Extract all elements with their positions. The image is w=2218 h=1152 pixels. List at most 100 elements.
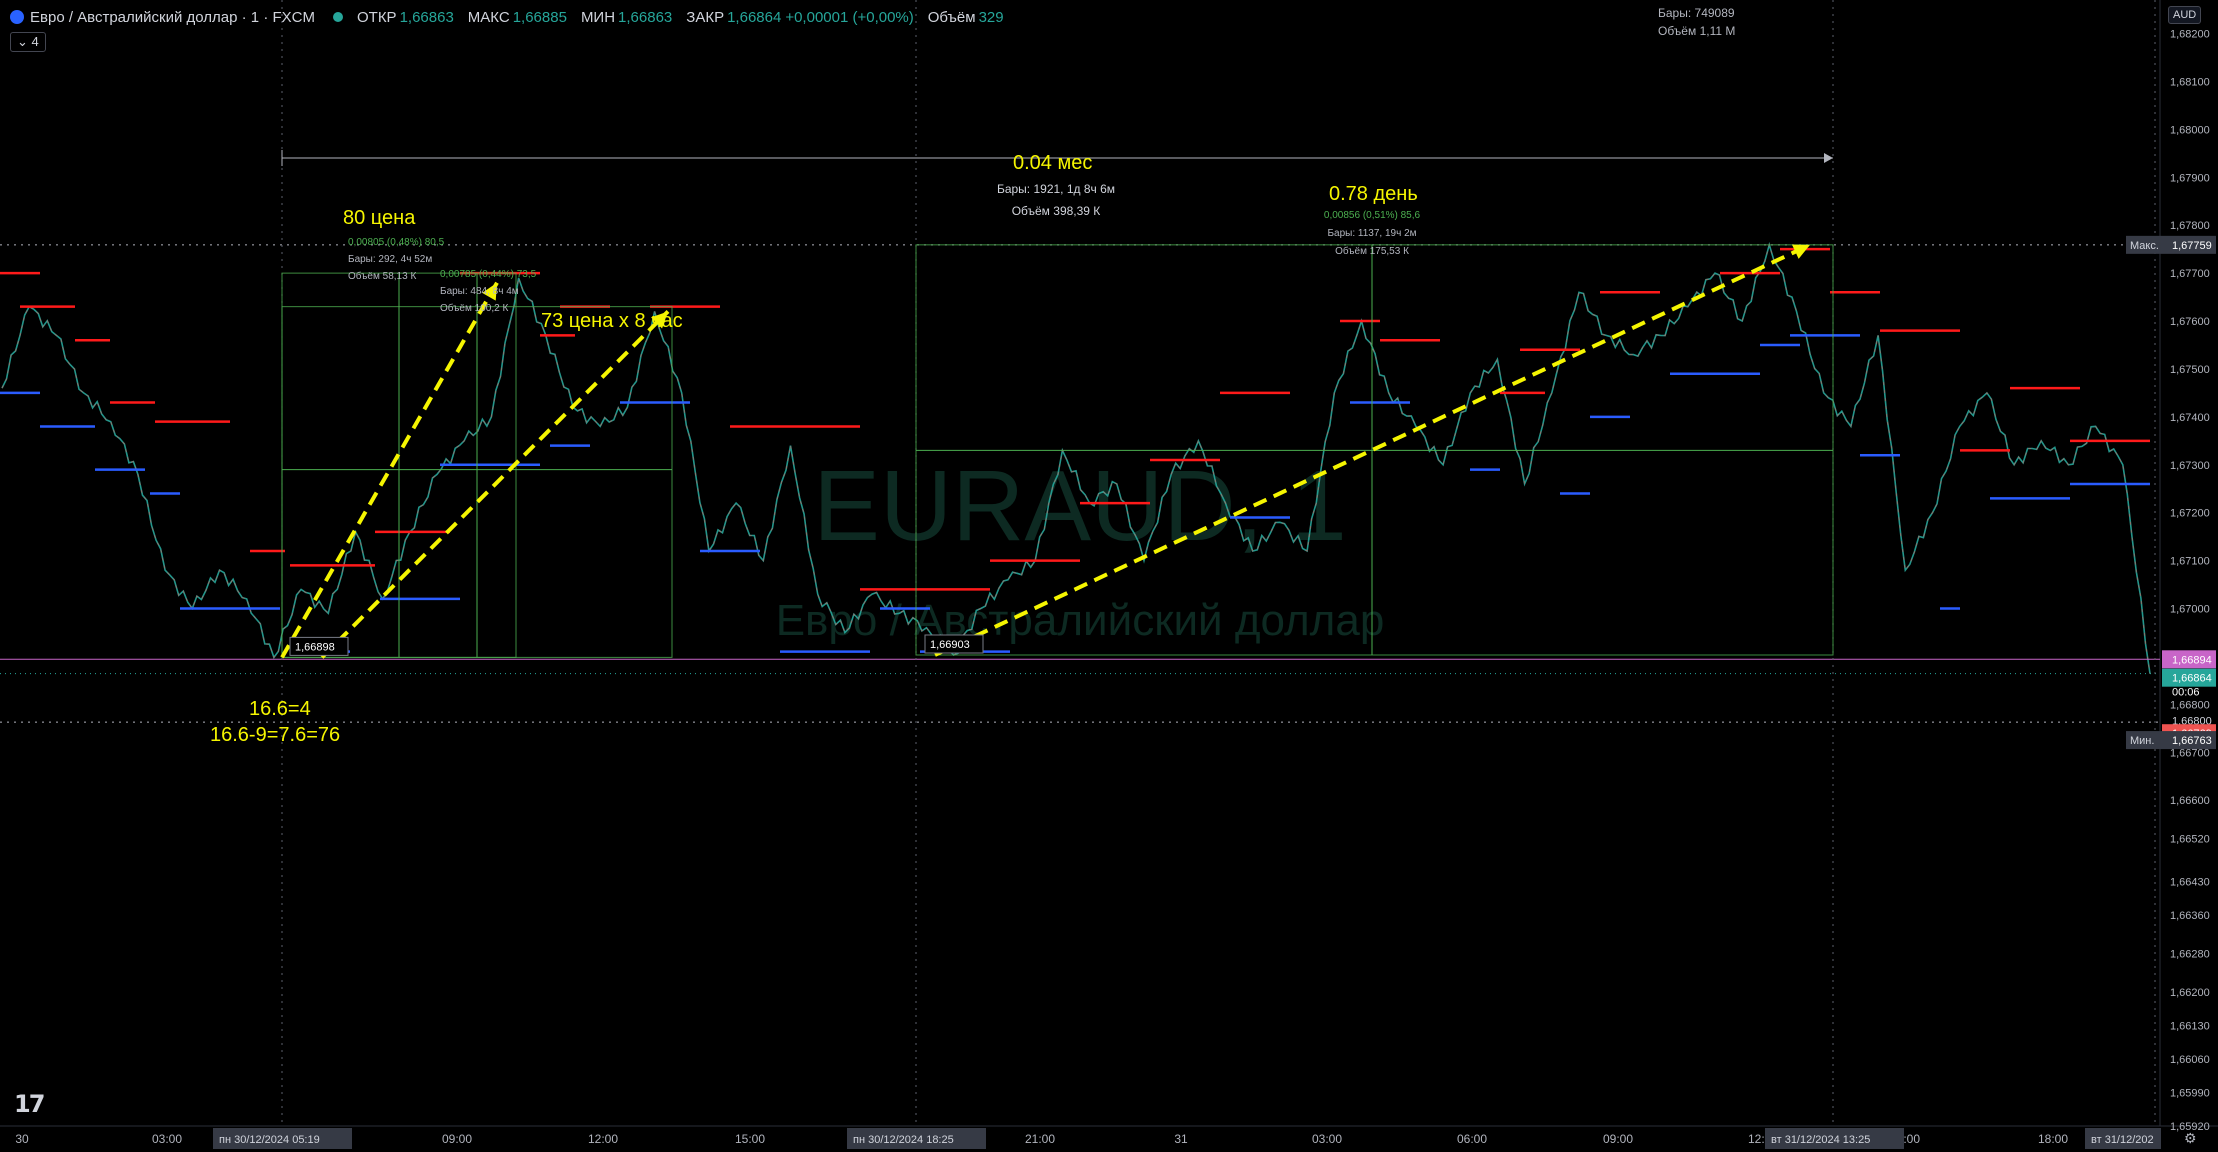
- volume-total: Объём 1,11 М: [1658, 24, 1736, 38]
- annotation-73-price: 73 цена х 8 час: [541, 310, 683, 332]
- price-label-max-tag-box: [2126, 235, 2162, 254]
- watermark-symbol: EURAUD, 1: [813, 450, 1346, 562]
- trend-arrow-1: [280, 281, 499, 659]
- point-label: 1,66898: [295, 641, 335, 653]
- y-tick-label: 1,66700: [2170, 747, 2210, 759]
- price-label-min-box: [2162, 731, 2216, 750]
- trend-arrow-3-head-icon: [1792, 244, 1810, 259]
- trend-arrow-2: [320, 310, 670, 659]
- y-tick-label: 1,67000: [2170, 604, 2210, 616]
- point-label-box: [289, 636, 349, 656]
- price-label-last: 1,66864: [2172, 673, 2212, 685]
- market-status-icon: [332, 12, 343, 22]
- measure-info-4: 0,00856 (0,51%) 85,6: [1324, 210, 1421, 221]
- price-series-line: [1, 241, 2151, 674]
- tradingview-logo-icon: 17: [14, 1090, 45, 1118]
- x-tick-label: 06:00: [1457, 1132, 1487, 1146]
- annotation-day: 0.78 день: [1329, 183, 1418, 205]
- y-tick-label: 1,66280: [2170, 949, 2210, 961]
- y-tick-label: 1,67200: [2170, 508, 2210, 520]
- point-label: 1,66903: [930, 639, 970, 651]
- trend-arrow-1-head-icon: [482, 282, 497, 301]
- chart-header: Евро / Австралийский доллар · 1 · FXCM О…: [10, 6, 1004, 28]
- measure-info-2: Бары: 484, 8ч 4м: [440, 286, 519, 297]
- measure-info-2: 0,00785 (0,44%) 73,5: [440, 269, 537, 280]
- measure-info-2: Объём 100,2 К: [440, 302, 508, 314]
- symbol-title[interactable]: Евро / Австралийский доллар · 1 · FXCM: [30, 8, 315, 26]
- bars-total: Бары: 749089: [1658, 6, 1735, 20]
- y-tick-label: 1,66130: [2170, 1020, 2210, 1032]
- x-highlight-box: [1765, 1128, 1904, 1149]
- ohlc-label: ЗАКР: [686, 8, 725, 26]
- measure-info-1: Объём 58,13 К: [348, 270, 416, 282]
- price-label-max: 1,67759: [2172, 240, 2212, 252]
- symbol-logo-icon: [10, 10, 24, 24]
- point-label-box: [924, 634, 984, 654]
- x-tick-label: 15:00: [735, 1132, 765, 1146]
- price-label-alert-box: [2162, 650, 2216, 669]
- x-tick-label: 03:00: [1312, 1132, 1342, 1146]
- y-tick-label: 1,67800: [2170, 220, 2210, 232]
- x-tick-label: 09:00: [442, 1132, 472, 1146]
- y-tick-label: 1,66520: [2170, 834, 2210, 846]
- y-tick-label: 1,66430: [2170, 877, 2210, 889]
- price-label-min-tag-box: [2126, 731, 2162, 750]
- annotation-formula-2: 16.6-9=7.6=76: [210, 724, 340, 746]
- x-highlight-label: пн 30/12/2024 05:19: [219, 1134, 320, 1146]
- ohlc-label: ОТКР: [356, 8, 397, 26]
- y-tick-label: 1,66200: [2170, 987, 2210, 999]
- measure-info-1: Бары: 292, 4ч 52м: [348, 254, 432, 265]
- y-tick-label: 1,67700: [2170, 268, 2210, 280]
- price-label-min-tag: Мин.: [2130, 735, 2154, 747]
- price-label-min: 1,66763: [2172, 735, 2212, 747]
- measure-info-1: 0,00805 (0,48%) 80,5: [348, 237, 445, 248]
- ohlc-value: 329: [978, 8, 1004, 26]
- x-highlight-box: [213, 1128, 352, 1149]
- price-label-last-box: [2162, 668, 2216, 687]
- ohlc-value: 1,66864: [727, 8, 782, 26]
- trend-arrow-2-head-icon: [651, 311, 668, 329]
- y-tick-label: 1,68200: [2170, 29, 2210, 41]
- price-label-alert: 1,66894: [2172, 654, 2212, 666]
- y-tick-label: 1,65920: [2170, 1121, 2210, 1133]
- ohlc-label: МАКС: [467, 8, 510, 26]
- ohlc-value: 1,66885: [512, 8, 567, 26]
- indicators-toggle-button[interactable]: ⌄ 4: [10, 32, 46, 52]
- bars-info: Бары: 749089 Объём 1,11 М: [1658, 4, 1735, 40]
- y-tick-label: 1,66800: [2170, 699, 2210, 711]
- x-tick-label: 21:00: [1025, 1132, 1055, 1146]
- measure-info-4: Объём 175,53 К: [1335, 245, 1409, 257]
- y-tick-label: 1,67600: [2170, 316, 2210, 328]
- measure-info-4: Бары: 1137, 19ч 2м: [1327, 228, 1416, 239]
- price-label-countdown: 00:06: [2172, 687, 2200, 699]
- x-tick-label: 18:00: [2038, 1132, 2068, 1146]
- y-tick-label: 1,66600: [2170, 795, 2210, 807]
- watermark-name: Евро / Австралийский доллар: [776, 596, 1385, 645]
- y-tick-label: 1,66360: [2170, 910, 2210, 922]
- y-tick-label: 1,67500: [2170, 364, 2210, 376]
- ohlc-value: +0,00001 (+0,00%): [785, 8, 914, 26]
- price-label-max-tag: Макс.: [2130, 240, 2159, 252]
- x-highlight-label: вт 31/12/2024 13:25: [1771, 1134, 1870, 1146]
- ohlc-label: МИН: [580, 8, 616, 26]
- y-tick-label: 1,65990: [2170, 1087, 2210, 1099]
- x-highlight-label: вт 31/12/202: [2091, 1134, 2154, 1146]
- y-tick-label: 1,68000: [2170, 124, 2210, 136]
- y-tick-label: 1,66060: [2170, 1054, 2210, 1066]
- annotation-month: 0.04 мес: [1013, 152, 1092, 174]
- currency-badge[interactable]: AUD: [2168, 6, 2202, 24]
- gear-icon[interactable]: ⚙: [2184, 1130, 2197, 1146]
- indicator-count: 4: [31, 34, 39, 49]
- y-tick-label: 1,67900: [2170, 172, 2210, 184]
- ohlc-value: 1,66863: [399, 8, 454, 26]
- chevron-down-icon: ⌄: [17, 34, 28, 49]
- measure-info-3: Объём 398,39 К: [1012, 204, 1101, 218]
- ohlc-values: ОТКР 1,66863 МАКС 1,66885 МИН 1,66863 ЗАКР 1,66…: [343, 9, 1004, 26]
- measure-info-3: Бары: 1921, 1д 8ч 6м: [997, 182, 1115, 196]
- x-highlight-label: пн 30/12/2024 18:25: [853, 1134, 954, 1146]
- annotation-80-price: 80 цена: [343, 207, 416, 229]
- ohlc-value: 1,66863: [618, 8, 673, 26]
- date-range-arrow-icon: [1824, 153, 1833, 163]
- x-tick-label: 12:00: [588, 1132, 618, 1146]
